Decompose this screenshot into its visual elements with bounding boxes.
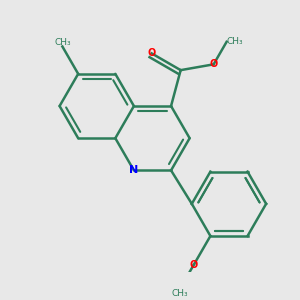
Text: O: O	[190, 260, 198, 270]
Text: CH₃: CH₃	[171, 289, 188, 298]
Text: O: O	[148, 48, 156, 59]
Text: CH₃: CH₃	[226, 37, 243, 46]
Text: N: N	[129, 165, 139, 176]
Text: CH₃: CH₃	[54, 38, 71, 46]
Text: O: O	[209, 59, 218, 69]
